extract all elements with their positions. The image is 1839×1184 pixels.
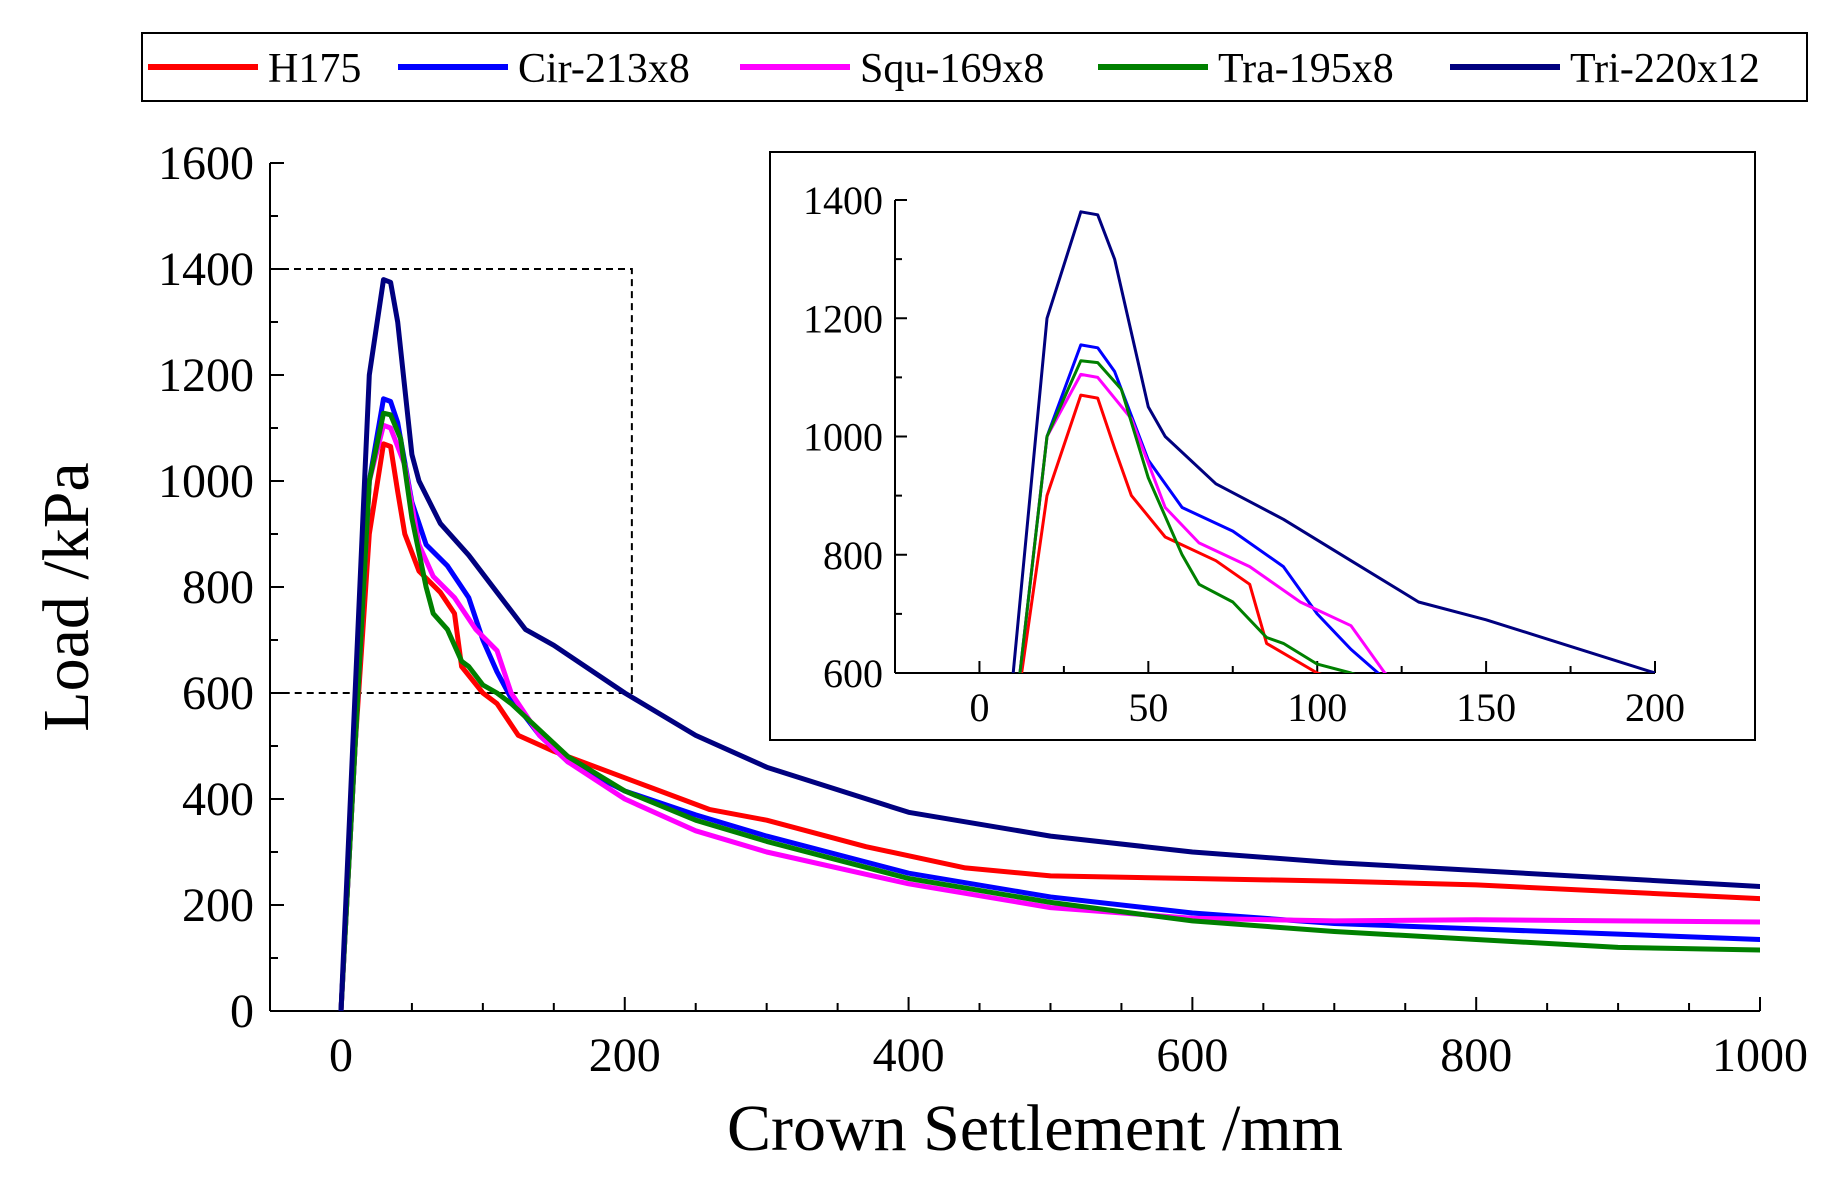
inset-x-tick-label: 50 (1128, 685, 1168, 730)
legend: H175 Cir-213x8 Squ-169x8 Tra-195x8 Tri-220x1… (141, 32, 1808, 102)
x-tick-label: 800 (1440, 1029, 1512, 1082)
y-tick-label: 200 (182, 879, 254, 932)
legend-label: Cir-213x8 (518, 46, 690, 92)
inset-series-line-cir-213x8 (1018, 343, 1381, 673)
legend-item: Squ-169x8 (740, 46, 1044, 92)
legend-item: Cir-213x8 (398, 46, 690, 92)
inset-frame (769, 151, 1756, 741)
legend-label: Squ-169x8 (860, 46, 1044, 92)
y-tick-label: 1000 (158, 455, 254, 508)
inset-x-tick-label: 200 (1625, 685, 1685, 730)
y-tick-label: 0 (230, 985, 254, 1038)
y-tick-label: 1200 (158, 349, 254, 402)
inset-x-tick-label: 0 (969, 685, 989, 730)
x-tick-label: 1000 (1712, 1029, 1808, 1082)
inset-y-tick-label: 1000 (803, 415, 883, 460)
series-line-tra-195x8 (338, 410, 1760, 1011)
series-line-cir-213x8 (338, 396, 1760, 1011)
inset-series-line-squ-169x8 (1018, 372, 1388, 673)
x-tick-label: 200 (589, 1029, 661, 1082)
main-series-group (338, 277, 1760, 1011)
zoom-region-box (269, 268, 633, 694)
series-line-h175 (338, 441, 1760, 1011)
inset-y-tick-label: 1200 (803, 296, 883, 341)
y-tick-label: 1400 (158, 243, 254, 296)
inset-series-group (1011, 210, 1655, 673)
inset-series-line-tri-220x12 (1011, 210, 1655, 673)
legend-item: H175 (148, 46, 361, 92)
inset-y-tick-label: 600 (823, 651, 883, 696)
legend-label: Tra-195x8 (1218, 46, 1394, 92)
y-tick-label: 800 (182, 561, 254, 614)
inset-plot: 0 50 100 150 200 600 800 1000 1200 1400 (769, 151, 1756, 741)
inset-series-line-tra-195x8 (1018, 359, 1356, 673)
inset-y-tick-label: 1400 (803, 178, 883, 223)
inset-x-tick-label: 150 (1456, 685, 1516, 730)
x-tick-label: 400 (873, 1029, 945, 1082)
y-tick-label: 600 (182, 667, 254, 720)
inset-y-tick-label: 800 (823, 533, 883, 578)
x-tick-label: 600 (1156, 1029, 1228, 1082)
legend-item: Tra-195x8 (1098, 46, 1394, 92)
y-tick-label: 1600 (158, 137, 254, 190)
y-axis-title: Load /kPa (30, 462, 103, 731)
legend-label: Tri-220x12 (1570, 46, 1760, 92)
inset-series-line-h175 (1020, 393, 1322, 673)
y-tick-label: 400 (182, 773, 254, 826)
x-axis-title: Crown Settlement /mm (727, 1092, 1343, 1165)
legend-item: Tri-220x12 (1450, 46, 1760, 92)
legend-label: H175 (268, 46, 361, 92)
main-plot: 0 200 400 600 800 100002004006008001000120014… (30, 137, 1808, 1165)
inset-x-tick-label: 100 (1287, 685, 1347, 730)
series-line-tri-220x12 (338, 277, 1760, 1011)
x-tick-label: 0 (329, 1029, 353, 1082)
